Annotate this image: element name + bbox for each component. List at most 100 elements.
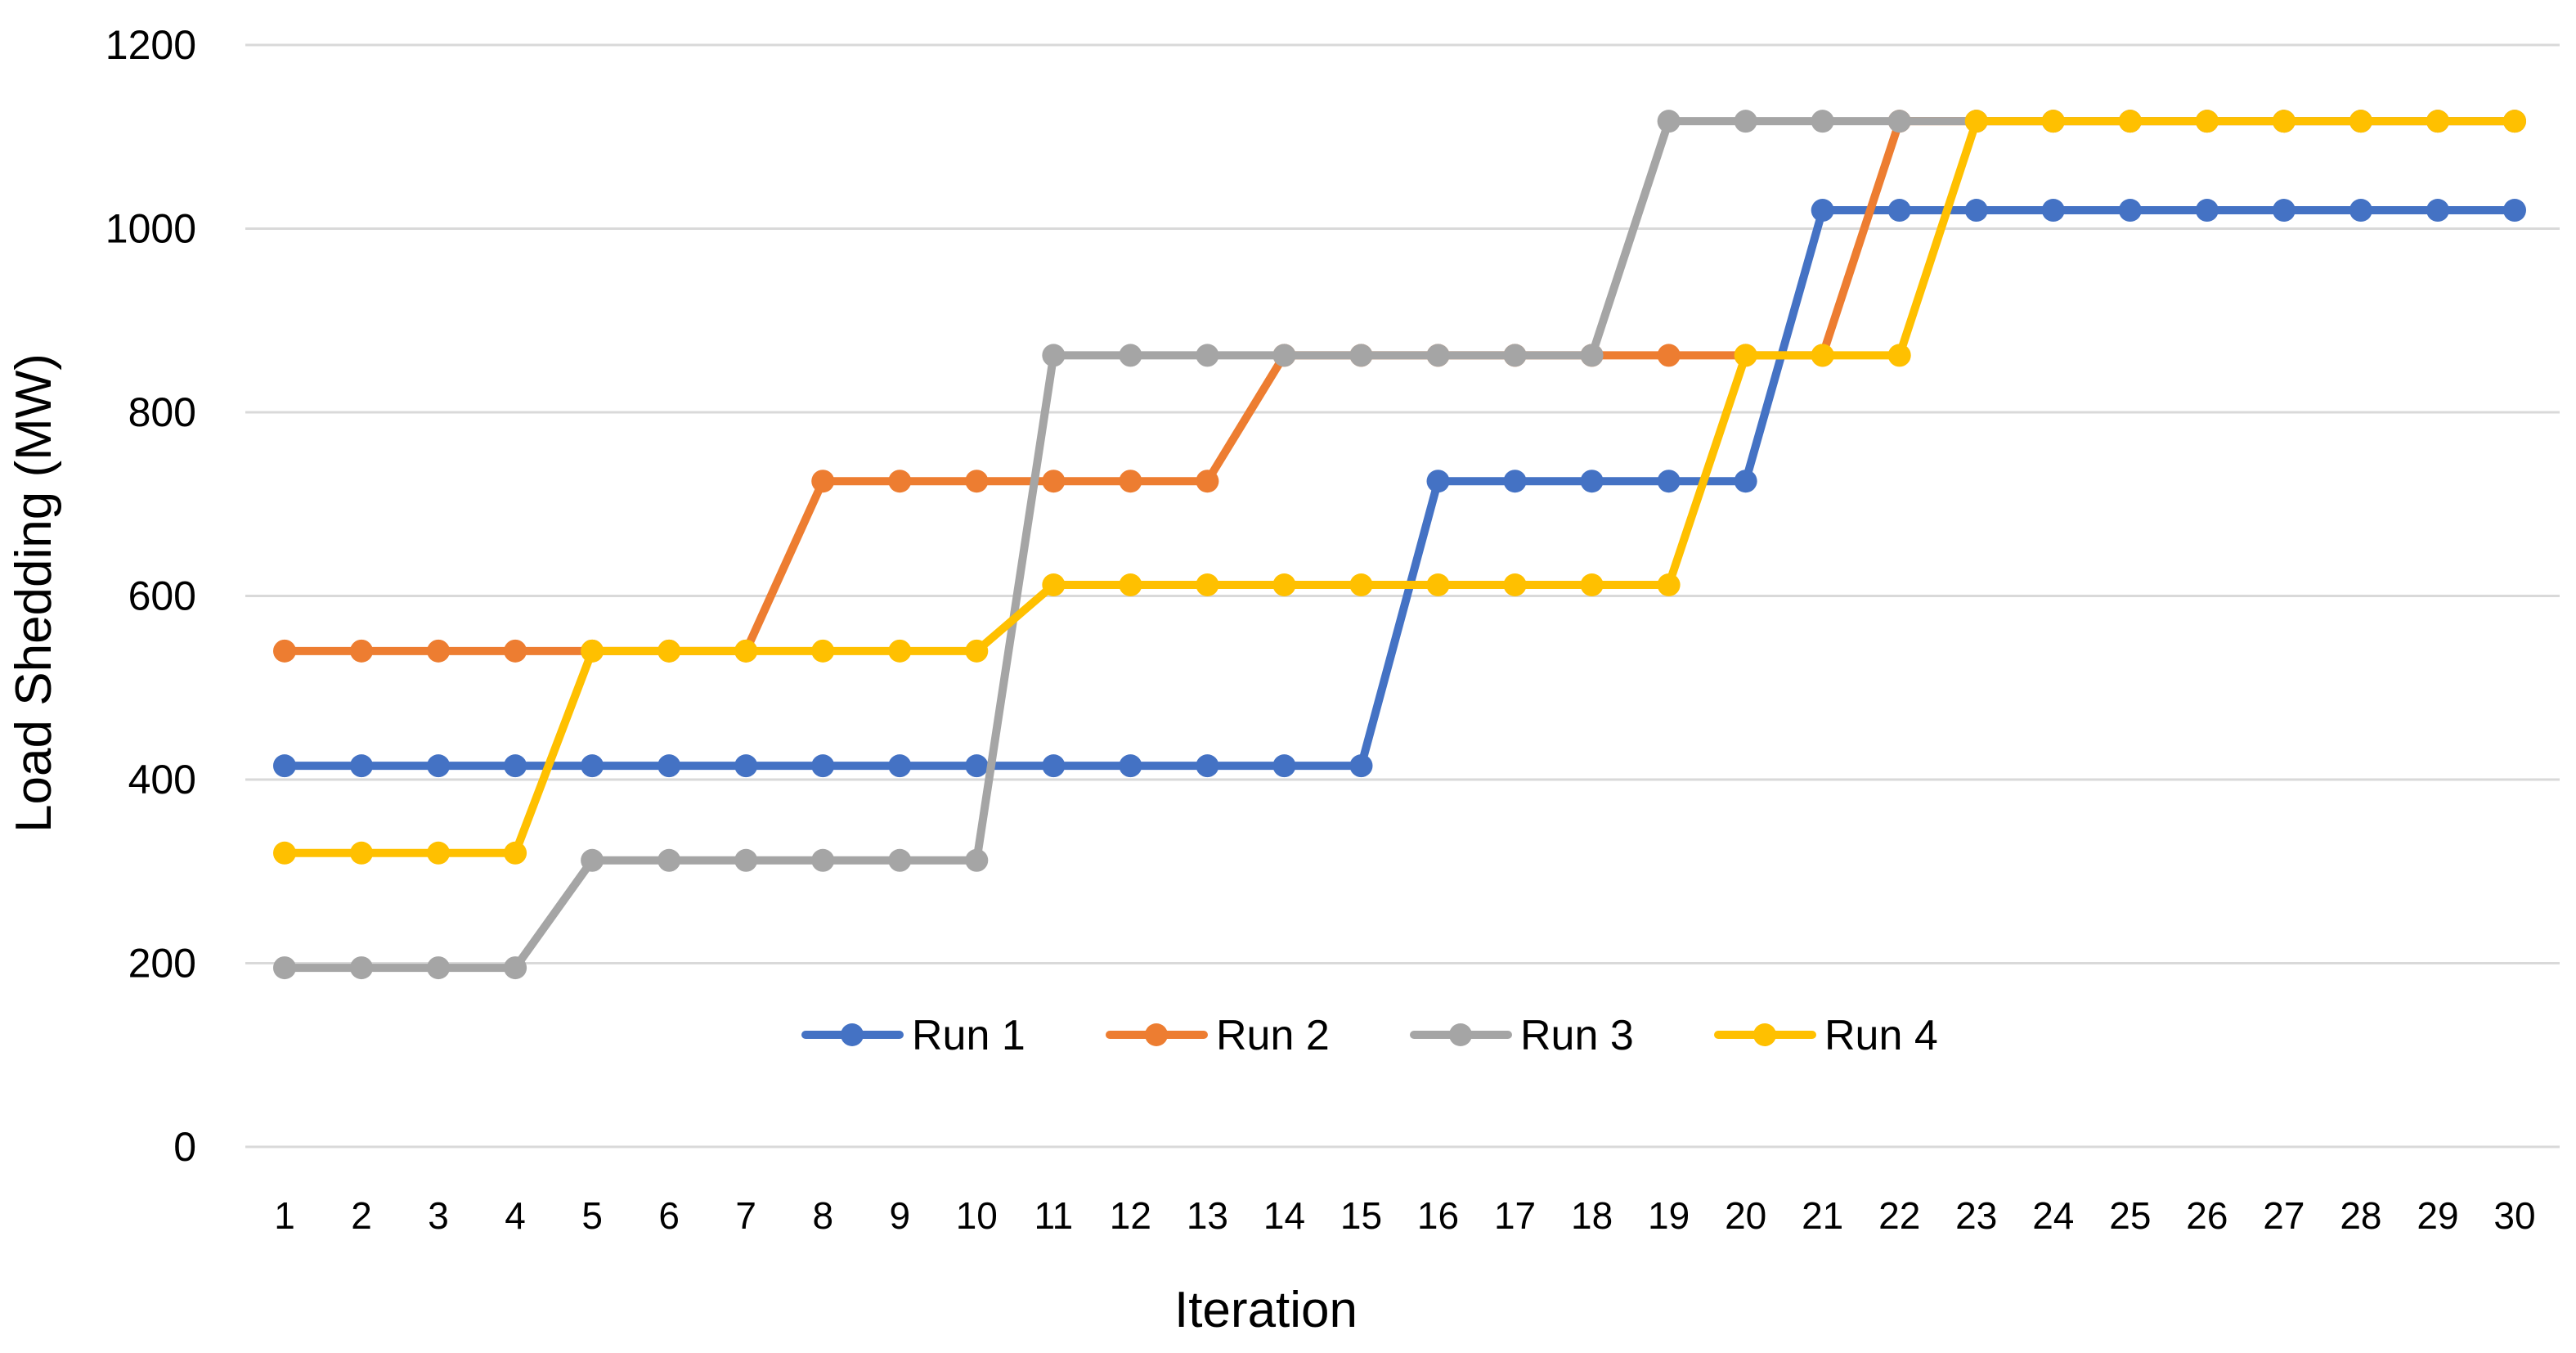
legend-swatch-marker [1449, 1023, 1472, 1046]
data-point [1119, 470, 1142, 493]
data-point [2118, 110, 2142, 133]
data-point [2272, 199, 2296, 223]
data-point [1272, 344, 1296, 367]
y-tick-label: 1200 [105, 22, 196, 68]
data-point [504, 956, 527, 980]
data-point [1042, 754, 1066, 778]
data-point [1657, 110, 1681, 133]
legend-label: Run 1 [912, 1012, 1025, 1059]
x-tick-label: 12 [1110, 1194, 1151, 1237]
data-point [1657, 344, 1681, 367]
data-point [581, 639, 604, 663]
legend-label: Run 2 [1216, 1012, 1330, 1059]
data-point [273, 956, 296, 980]
data-point [1042, 573, 1066, 597]
data-point [1734, 110, 1757, 133]
data-point [1272, 754, 1296, 778]
data-point [1657, 573, 1681, 597]
x-tick-label: 17 [1494, 1194, 1536, 1237]
series-3 [273, 110, 2526, 980]
legend: Run 1 Run 2 Run 3 Run 4 [801, 1012, 1938, 1059]
data-point [581, 848, 604, 872]
data-point [350, 841, 374, 865]
series-4 [273, 110, 2526, 865]
data-point [1119, 344, 1142, 367]
data-point [734, 848, 758, 872]
x-tick-label: 26 [2186, 1194, 2228, 1237]
data-point [581, 754, 604, 778]
y-axis-title: Load Shedding (MW) [6, 353, 62, 833]
x-tick-label: 8 [812, 1194, 833, 1237]
data-point [1426, 344, 1450, 367]
x-tick-label: 29 [2417, 1194, 2458, 1237]
y-tick-label: 1000 [105, 206, 196, 252]
y-axis-ticks: 0 200 400 600 800 1000 1200 [105, 22, 196, 1170]
x-tick-label: 15 [1340, 1194, 1382, 1237]
data-point [965, 639, 989, 663]
data-point [1657, 470, 1681, 493]
data-point [504, 754, 527, 778]
data-point [1503, 470, 1527, 493]
data-point [1811, 110, 1834, 133]
y-tick-label: 600 [128, 573, 196, 619]
data-point [1811, 344, 1834, 367]
data-point [1196, 470, 1219, 493]
data-point [1811, 199, 1834, 223]
data-point [1196, 344, 1219, 367]
x-tick-label: 30 [2493, 1194, 2535, 1237]
data-point [1580, 573, 1604, 597]
x-axis-title: Iteration [1174, 1282, 1358, 1338]
data-point [504, 639, 527, 663]
series-line [280, 206, 2519, 771]
data-point [273, 754, 296, 778]
data-point [811, 848, 835, 872]
series-1 [273, 199, 2526, 778]
data-point [811, 754, 835, 778]
data-point [350, 754, 374, 778]
data-point [427, 639, 451, 663]
legend-label: Run 3 [1520, 1012, 1634, 1059]
data-point [657, 848, 681, 872]
series-2 [273, 110, 2526, 663]
data-point [1580, 344, 1604, 367]
x-tick-label: 19 [1648, 1194, 1690, 1237]
data-point [888, 639, 912, 663]
x-tick-label: 10 [956, 1194, 998, 1237]
legend-entry: Run 4 [1714, 1012, 1938, 1059]
data-point [1042, 344, 1066, 367]
data-point [2118, 199, 2142, 223]
series-line [280, 117, 2519, 973]
data-point [1887, 199, 1911, 223]
y-tick-label: 0 [173, 1124, 196, 1170]
data-point [1272, 573, 1296, 597]
data-point [734, 754, 758, 778]
data-point [273, 639, 296, 663]
data-point [1734, 344, 1757, 367]
x-tick-label: 25 [2109, 1194, 2151, 1237]
data-point [1426, 470, 1450, 493]
x-tick-label: 11 [1034, 1194, 1073, 1237]
data-point [1119, 573, 1142, 597]
data-point [2426, 199, 2449, 223]
legend-swatch-marker [841, 1023, 864, 1046]
x-tick-label: 5 [581, 1194, 603, 1237]
data-point [2349, 110, 2372, 133]
data-point [2349, 199, 2372, 223]
data-point [2503, 199, 2526, 223]
data-point [2041, 110, 2065, 133]
data-point [734, 639, 758, 663]
x-axis-ticks: 1 2 3 4 5 6 7 8 9 10 11 12 13 14 15 16 17 18 19 20 21 22 23 24 2… [274, 1194, 2535, 1237]
data-point [888, 848, 912, 872]
data-point [2272, 110, 2296, 133]
data-point [2195, 199, 2219, 223]
data-point [1887, 344, 1911, 367]
x-tick-label: 7 [735, 1194, 756, 1237]
x-tick-label: 18 [1571, 1194, 1613, 1237]
legend-label: Run 4 [1824, 1012, 1938, 1059]
data-point [965, 754, 989, 778]
x-tick-label: 9 [889, 1194, 910, 1237]
x-tick-label: 20 [1725, 1194, 1766, 1237]
data-point [965, 470, 989, 493]
x-tick-label: 6 [658, 1194, 680, 1237]
data-point [427, 754, 451, 778]
